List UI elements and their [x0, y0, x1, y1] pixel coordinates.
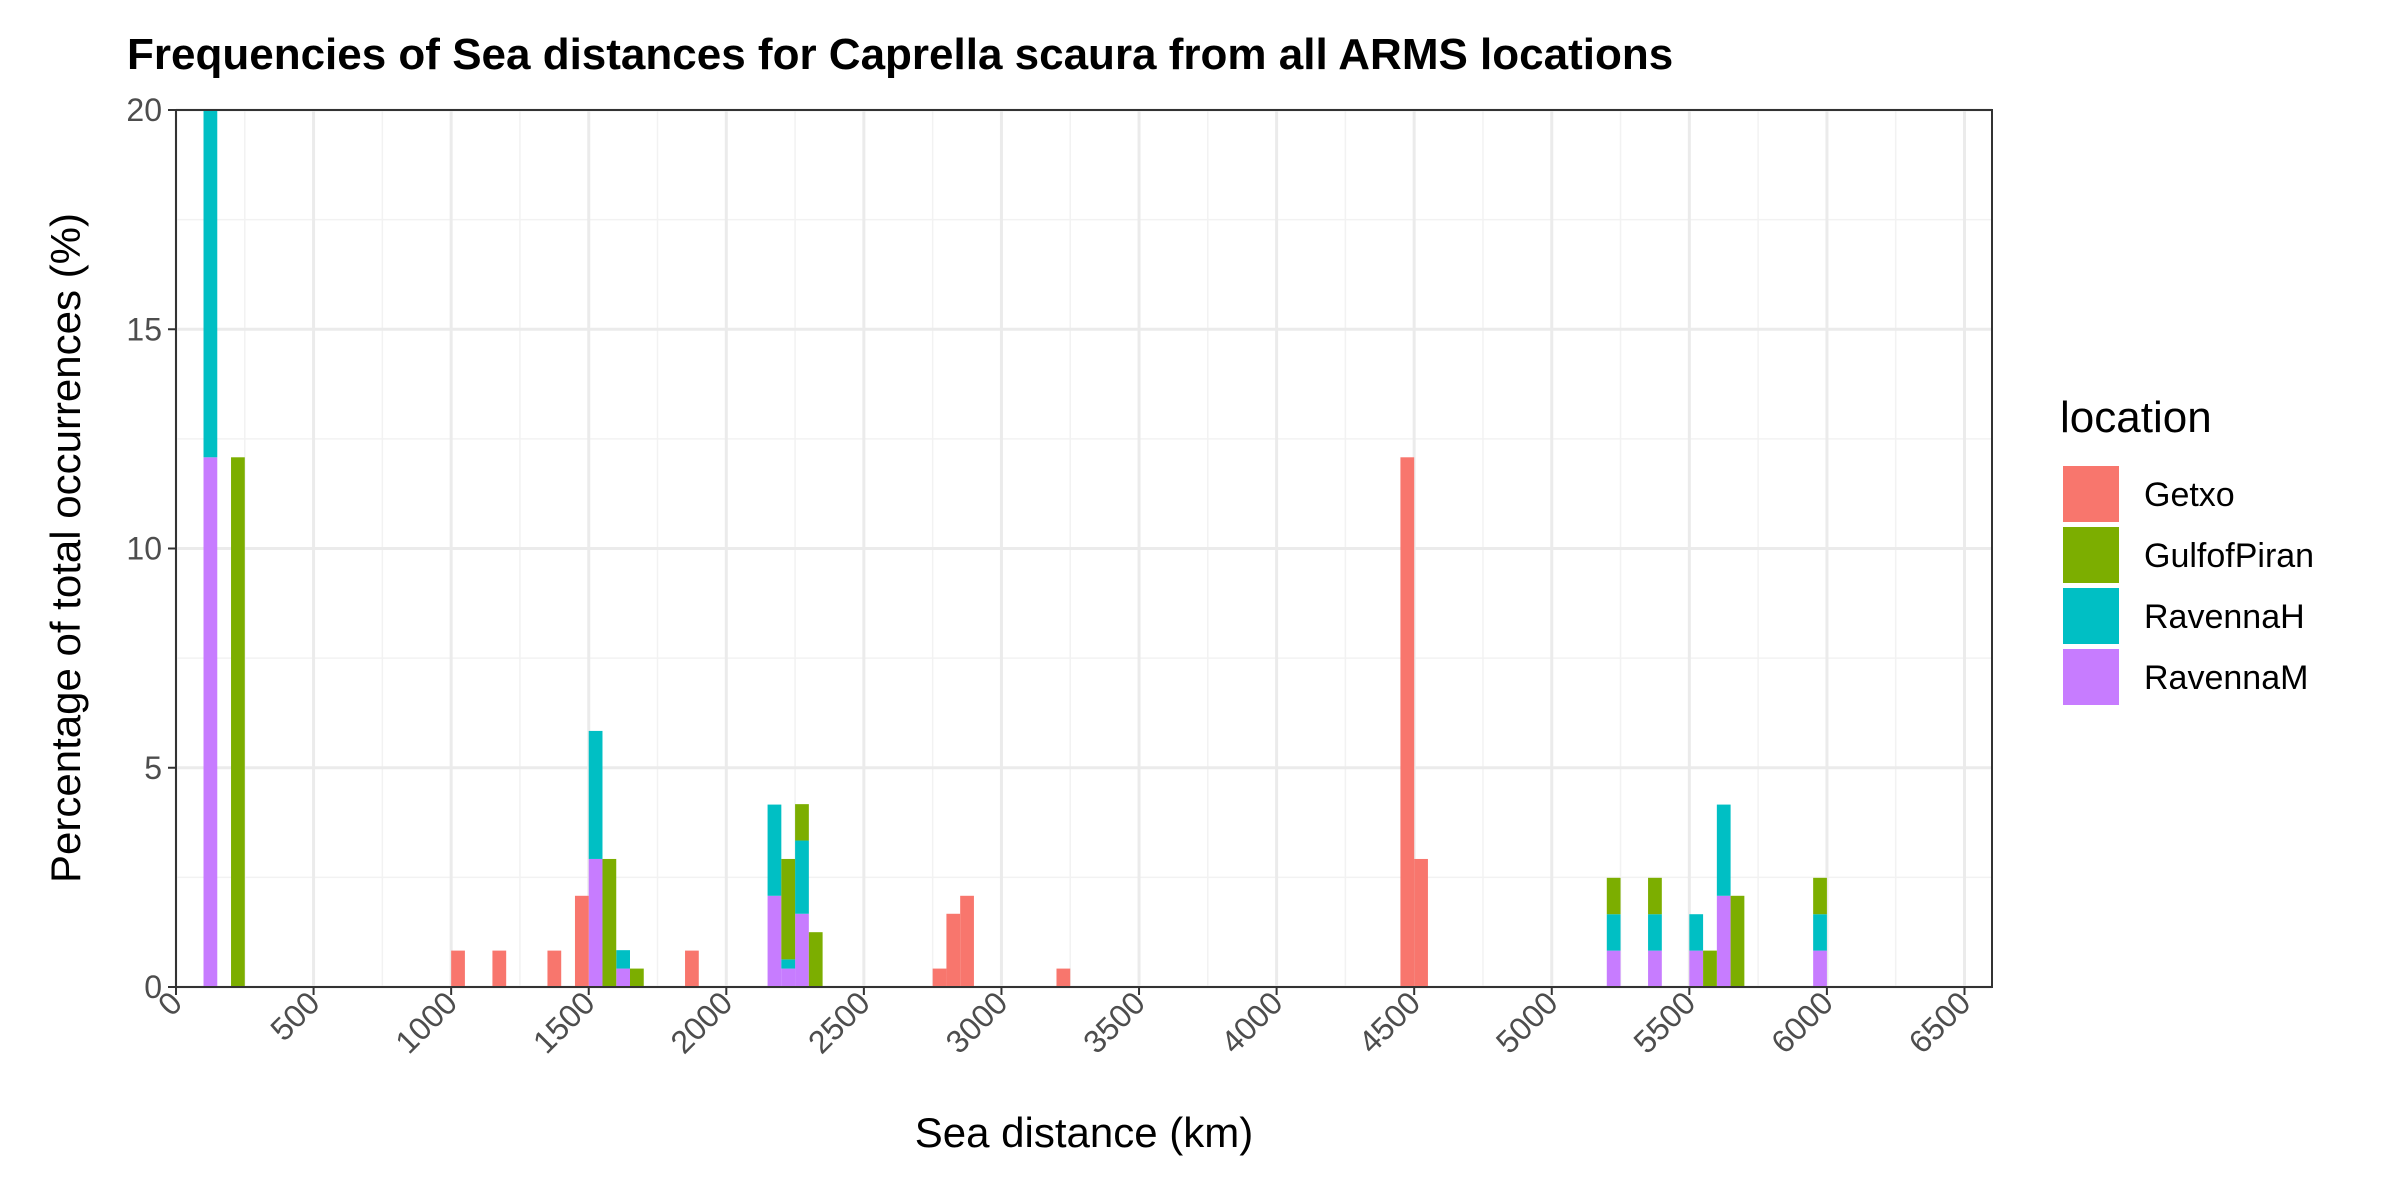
bar-getxo-2875	[960, 895, 974, 987]
bar-gulfofpiran-2225	[781, 858, 796, 960]
bar-ravennah-5625	[1716, 804, 1731, 896]
x-tick-label: 5500	[1626, 984, 1702, 1060]
bar-ravennam-2175	[767, 895, 782, 987]
bar-ravennam-2275	[795, 913, 809, 987]
bar-ravennam-5225	[1606, 950, 1621, 987]
bar-ravennam-5525	[1689, 950, 1704, 987]
bar-ravennah-5375	[1648, 914, 1662, 951]
y-tick-label: 10	[126, 531, 162, 567]
x-tick-label: 5000	[1489, 984, 1565, 1060]
bar-gulfofpiran-225	[231, 457, 245, 987]
bar-ravennam-5625	[1716, 895, 1731, 987]
x-tick-label: 3500	[1076, 984, 1152, 1060]
legend-label-ravennah: RavennaH	[2144, 598, 2305, 636]
bar-gulfofpiran-5575	[1703, 950, 1717, 987]
bar-ravennam-1525	[588, 858, 603, 987]
bar-ravennah-2275	[795, 840, 809, 914]
y-axis-title: Percentage of total occurrences (%)	[42, 213, 89, 883]
bar-ravennah-5225	[1606, 914, 1621, 951]
x-tick-label: 2000	[663, 984, 739, 1060]
legend-swatch-getxo	[2063, 466, 2119, 522]
bar-getxo-4525	[1414, 858, 1428, 987]
y-tick-label: 15	[126, 311, 162, 347]
bar-getxo-1375	[547, 950, 562, 987]
x-axis: 0 500 1000 1500 2000 2500 3000 3500 4000 4500 5000…	[151, 984, 1978, 1060]
bar-ravennah-2175	[767, 804, 782, 896]
legend-title: location	[2060, 393, 2212, 442]
y-tick-label: 5	[144, 750, 162, 786]
bar-ravennam-2225	[781, 968, 796, 987]
bar-ravennam-1625	[616, 968, 630, 987]
bar-gulfofpiran-1575	[602, 858, 617, 987]
bar-gulfofpiran-5225	[1606, 877, 1621, 915]
x-tick-label: 1000	[388, 984, 464, 1060]
bar-ravennah-125	[203, 110, 218, 458]
bar-getxo-4475	[1400, 457, 1415, 987]
bar-ravennam-125	[203, 457, 218, 987]
legend-swatch-gulfofpiran	[2063, 527, 2119, 583]
bar-ravennam-5975	[1813, 950, 1827, 987]
bar-getxo-1025	[451, 950, 465, 987]
bar-getxo-3225	[1056, 968, 1071, 987]
y-tick-label: 20	[126, 92, 162, 128]
bar-ravennah-1525	[588, 730, 603, 859]
x-tick-label: 1500	[526, 984, 602, 1060]
bar-getxo-2825	[946, 913, 961, 987]
x-tick-label: 0	[151, 984, 189, 1022]
bar-getxo-1475	[574, 895, 589, 987]
bar-ravennam-5375	[1648, 950, 1662, 987]
x-tick-label: 500	[263, 984, 326, 1047]
y-tick-label: 0	[144, 969, 162, 1005]
x-tick-label: 2500	[801, 984, 877, 1060]
bar-gulfofpiran-2325	[808, 932, 823, 987]
bar-ravennah-5975	[1813, 914, 1827, 951]
legend: location Getxo GulfofPiran RavennaH Ravenna…	[2060, 393, 2314, 705]
x-tick-label: 6000	[1764, 984, 1840, 1060]
bar-gulfofpiran-2275	[795, 804, 809, 841]
bar-gulfofpiran-5375	[1648, 877, 1662, 915]
x-tick-label: 4000	[1214, 984, 1290, 1060]
bar-getxo-2775	[932, 968, 947, 987]
bar-ravennah-2225	[781, 959, 796, 969]
legend-label-ravennam: RavennaM	[2144, 659, 2308, 697]
bar-getxo-1875	[685, 950, 699, 987]
bar-ravennah-5525	[1689, 914, 1704, 951]
chart-title: Frequencies of Sea distances for Caprell…	[127, 30, 1673, 79]
x-axis-title: Sea distance (km)	[915, 1109, 1253, 1156]
y-axis: 0 5 10 15 20	[126, 92, 176, 1005]
bar-gulfofpiran-1675	[630, 968, 644, 987]
legend-label-getxo: Getxo	[2144, 476, 2235, 514]
bar-ravennah-1625	[616, 950, 630, 969]
bars-group	[203, 110, 1827, 987]
x-tick-label: 3000	[939, 984, 1015, 1060]
legend-label-gulfofpiran: GulfofPiran	[2144, 537, 2314, 575]
bar-gulfofpiran-5675	[1730, 895, 1745, 987]
legend-swatch-ravennah	[2063, 588, 2119, 644]
x-tick-label: 4500	[1351, 984, 1427, 1060]
bar-getxo-1175	[492, 950, 507, 987]
x-tick-label: 6500	[1902, 984, 1978, 1060]
legend-swatch-ravennam	[2063, 649, 2119, 705]
bar-gulfofpiran-5975	[1813, 877, 1827, 915]
